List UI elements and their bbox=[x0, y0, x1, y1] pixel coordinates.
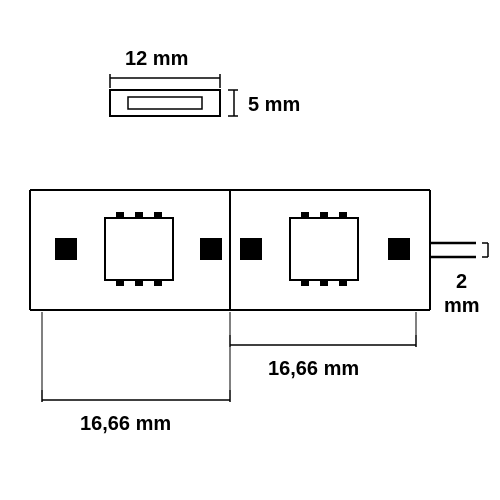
dim-pitch-2: 16,66 mm bbox=[80, 413, 171, 435]
dim-pitch-1: 16,66 mm bbox=[268, 358, 359, 380]
dim-lead-gap-value: 2 bbox=[456, 271, 467, 293]
led-chip bbox=[290, 212, 358, 286]
solder-pad bbox=[240, 238, 262, 260]
solder-pad bbox=[200, 238, 222, 260]
solder-pad bbox=[388, 238, 410, 260]
dim-top-height: 5 mm bbox=[248, 94, 300, 116]
led-chip bbox=[105, 212, 173, 286]
dim-lead-gap-unit: mm bbox=[444, 295, 480, 317]
solder-pad bbox=[55, 238, 77, 260]
dimension-diagram: 12 mm 5 mm 2mm 16,66 mm 16,66 mm bbox=[0, 0, 500, 500]
dim-top-width: 12 mm bbox=[125, 48, 188, 70]
led-strip: 2mm bbox=[30, 190, 488, 317]
lower-dimensions: 16,66 mm 16,66 mm bbox=[42, 312, 416, 435]
cross-section: 12 mm 5 mm bbox=[110, 48, 300, 116]
